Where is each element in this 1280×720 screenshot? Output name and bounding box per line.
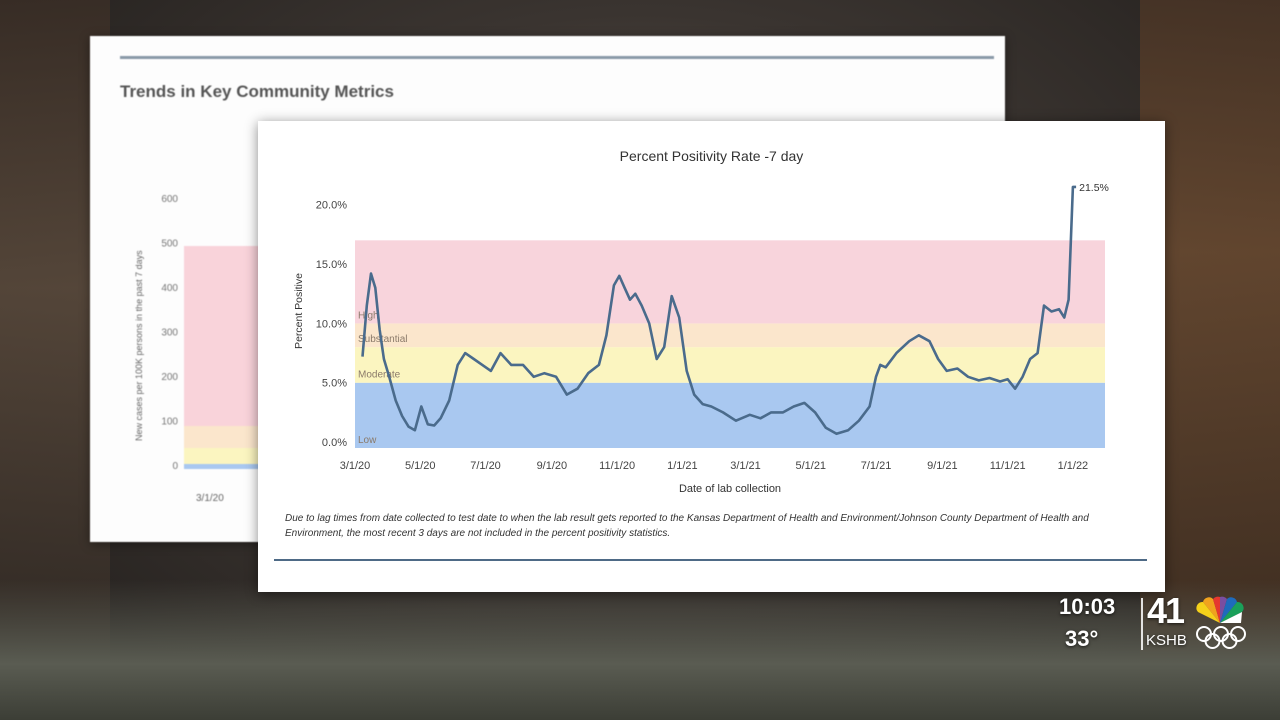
front-panel: Percent Positivity Rate -7 day Low Modera… [258,121,1165,592]
peacock-logo-icon [1196,596,1244,623]
band-high [355,240,1105,324]
x-tick-label: 9/1/21 [927,460,958,472]
x-tick-label: 3/1/21 [730,460,761,472]
back-band-moderate [184,448,260,464]
back-y-tick-label: 400 [161,283,178,294]
positivity-chart: Low Moderate Substantial High 0.0% 5.0% 10.0%… [293,182,1109,495]
x-tick-label: 7/1/21 [861,460,892,472]
band-label-high: High [358,310,379,321]
x-tick-label: 9/1/20 [537,460,568,472]
olympic-rings-icon [1196,626,1246,649]
band-label-low: Low [358,435,377,446]
time-display: 10:03 [1059,594,1116,619]
back-band-low [184,464,260,469]
back-panel-title: Trends in Key Community Metrics [120,82,394,101]
footnote: Due to lag times from date collected to … [285,513,1089,539]
x-tick-label: 7/1/20 [470,460,501,472]
y-tick-label: 0.0% [322,437,347,449]
top-divider [120,56,994,59]
chart-title: Percent Positivity Rate -7 day [619,148,804,164]
back-y-tick-label: 500 [161,239,178,250]
y-tick-label: 20.0% [316,200,347,212]
back-band-high [184,246,260,426]
y-tick-label: 15.0% [316,259,347,271]
bottom-divider [274,559,1147,561]
series-line [361,185,1077,436]
back-band-substantial [184,426,260,448]
back-y-tick-label: 0 [172,461,178,472]
channel-number: 41 [1147,590,1185,631]
band-moderate [355,347,1105,383]
background-floor [0,580,1280,720]
back-y-tick-label: 600 [161,194,178,205]
back-ylabel: New cases per 100K persons in the past 7… [134,250,144,441]
x-tick-label: 5/1/20 [405,460,436,472]
station-bug: 10:03 33° 41 KSHB [1055,590,1255,656]
back-y-tick-label: 100 [161,417,178,428]
x-tick-label: 11/1/21 [990,460,1026,472]
band-label-substantial: Substantial [358,334,407,345]
x-tick-label: 11/1/20 [599,460,635,472]
x-tick-label: 1/1/21 [667,460,698,472]
x-tick-label: 5/1/21 [795,460,826,472]
x-tick-label: 3/1/20 [340,460,371,472]
band-label-moderate: Moderate [358,370,401,381]
back-y-tick-label: 200 [161,372,178,383]
bug-divider [1141,598,1143,650]
band-substantial [355,323,1105,348]
end-value-label: 21.5% [1079,182,1109,194]
y-tick-label: 10.0% [316,318,347,330]
x-tick-label: 1/1/22 [1058,460,1089,472]
back-xtick: 3/1/20 [196,493,224,504]
y-axis-label: Percent Positive [293,273,305,349]
back-y-tick-label: 300 [161,328,178,339]
temperature-display: 33° [1065,626,1099,651]
call-letters: KSHB [1146,632,1187,649]
x-axis-label: Date of lab collection [679,483,781,495]
back-cases-chart: New cases per 100K persons in the past 7… [134,194,260,504]
y-tick-label: 5.0% [322,378,347,390]
